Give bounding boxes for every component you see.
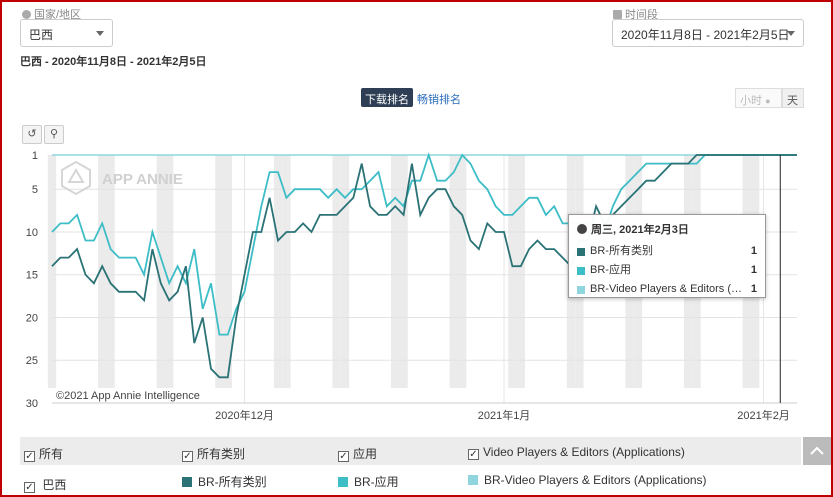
series-line-0 (51, 154, 797, 379)
period-label-text: 时间段 (625, 9, 658, 21)
weekend-band (399, 155, 408, 388)
lock-icon: ● (765, 96, 771, 106)
series-swatch (577, 247, 585, 256)
granularity-day-label: 天 (787, 95, 798, 107)
globe-icon (577, 224, 587, 234)
weekend-band (156, 155, 166, 388)
tab-download-rank[interactable]: 下载排名 (361, 88, 413, 107)
legend-apps-toggle[interactable]: ✓ 应用 (338, 445, 377, 462)
x-tick-label: 2020年12月 (215, 408, 274, 422)
weekend-band (106, 155, 115, 388)
tooltip-series-name: BR-所有类别 (590, 245, 653, 257)
legend-header-bar (20, 437, 801, 465)
x-tick-label: 2021年1月 (478, 408, 531, 422)
y-tick-label: 20 (26, 312, 38, 324)
series-swatch (182, 477, 192, 487)
tab-grossing-rank[interactable]: 畅销排名 (417, 94, 461, 106)
x-tick-label: 2021年2月 (737, 408, 790, 422)
legend-video-label: Video Players & Editors (Applications) (483, 445, 685, 459)
weekend-band (457, 155, 467, 388)
chevron-down-icon (96, 31, 104, 36)
country-label-text: 国家/地区 (34, 9, 82, 21)
y-tick-label: 25 (26, 355, 38, 367)
scroll-to-top-button[interactable] (803, 437, 831, 465)
series-swatch (338, 477, 348, 487)
tooltip-header: 周三, 2021年2月3日 (577, 221, 757, 237)
weekend-band (516, 155, 525, 388)
weekend-band (332, 155, 341, 388)
copyright-text: ©2021 App Annie Intelligence (56, 390, 200, 402)
legend-series-label: BR-Video Players & Editors (Applications… (484, 473, 707, 487)
period-label: 时间段 (613, 6, 658, 22)
calendar-icon (613, 10, 622, 19)
tooltip-row: BR-所有类别 1 (577, 242, 757, 261)
tooltip-series-value: 1 (750, 245, 757, 257)
weekend-band (508, 155, 517, 388)
legend-apps-label: 应用 (353, 447, 378, 461)
legend-series-label: BR-所有类别 (198, 475, 267, 489)
period-select[interactable]: 2020年11月8日 - 2021年2月5日 (612, 19, 804, 47)
weekend-band (223, 155, 232, 388)
granularity-day-button[interactable]: 天 (782, 88, 804, 108)
legend-video-toggle[interactable]: ✓ Video Players & Editors (Applications) (468, 445, 685, 460)
watermark: APP ANNIE (102, 171, 183, 188)
weekend-band (47, 155, 57, 388)
chevron-up-icon (810, 446, 824, 455)
app-annie-logo-icon (61, 160, 91, 196)
globe-icon (22, 10, 31, 19)
weekend-band (273, 155, 283, 388)
y-tick-label: 15 (26, 270, 38, 282)
series-swatch (468, 475, 478, 485)
weekend-band (391, 155, 400, 388)
legend-country-toggle[interactable]: ✓ 巴西 (24, 476, 66, 493)
country-label: 国家/地区 (22, 6, 81, 22)
checkbox-checked-icon: ✓ (24, 482, 35, 493)
tooltip-row: BR-Video Players & Editors (Applications… (577, 280, 757, 299)
series-swatch (577, 266, 585, 275)
legend-all-categories-label: 所有类别 (197, 447, 246, 461)
y-tick-label: 1 (32, 150, 38, 162)
tooltip-series-value: 1 (750, 283, 757, 295)
weekend-band (98, 155, 107, 388)
y-tick-label: 10 (26, 227, 38, 239)
checkbox-checked-icon: ✓ (182, 451, 193, 462)
weekend-band (215, 155, 224, 388)
chevron-down-icon (787, 31, 795, 36)
y-tick-label: 30 (26, 398, 38, 410)
legend-series-all-categories[interactable]: BR-所有类别 (182, 473, 267, 490)
checkbox-checked-icon: ✓ (24, 451, 35, 462)
legend-all-categories-toggle[interactable]: ✓ 所有类别 (182, 445, 245, 462)
tooltip-series-name: BR-Video Players & Editors (Applications… (590, 283, 748, 295)
date-range-title: 巴西 - 2020年11月8日 - 2021年2月5日 (20, 56, 207, 68)
checkbox-checked-icon: ✓ (338, 451, 349, 462)
reset-zoom-button[interactable]: ↺ (22, 125, 42, 144)
y-tick-label: 5 (32, 184, 38, 196)
chart-tooltip: 周三, 2021年2月3日 BR-所有类别 1 BR-应用 1 BR-Video… (568, 214, 766, 298)
tooltip-date: 周三, 2021年2月3日 (591, 224, 689, 236)
legend-series-video[interactable]: BR-Video Players & Editors (Applications… (468, 473, 707, 487)
weekend-band (165, 155, 174, 388)
tooltip-series-value: 1 (750, 264, 757, 276)
country-select[interactable]: 巴西 (20, 19, 113, 47)
magnifier-icon: ⚲ (49, 128, 59, 140)
undo-icon: ↺ (27, 128, 37, 140)
legend-series-apps[interactable]: BR-应用 (338, 473, 399, 490)
weekend-band (282, 155, 291, 388)
granularity-hour-label: 小时 (740, 95, 762, 107)
tooltip-row: BR-应用 1 (577, 261, 757, 280)
zoom-button[interactable]: ⚲ (44, 125, 64, 144)
series-swatch (577, 285, 585, 294)
tooltip-series-name: BR-应用 (590, 264, 631, 276)
period-select-value: 2020年11月8日 - 2021年2月5日 (621, 28, 790, 42)
legend-all-toggle[interactable]: ✓ 所有 (24, 445, 63, 462)
granularity-hour-button[interactable]: 小时 ● (735, 88, 782, 108)
legend-all-label: 所有 (39, 447, 64, 461)
weekend-band (340, 155, 350, 388)
legend-series-label: BR-应用 (354, 475, 399, 489)
checkbox-checked-icon: ✓ (468, 449, 479, 460)
weekend-band (449, 155, 458, 388)
country-select-value: 巴西 (29, 28, 54, 42)
legend-country-label: 巴西 (42, 478, 67, 492)
